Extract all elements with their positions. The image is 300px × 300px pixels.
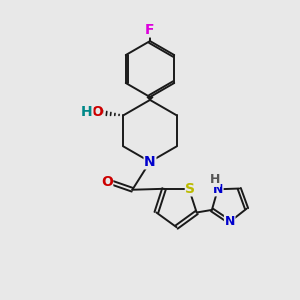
Text: H: H [81, 106, 93, 119]
Text: N: N [213, 183, 223, 196]
Text: O: O [91, 106, 103, 119]
Text: S: S [185, 182, 195, 196]
Text: N: N [144, 155, 156, 169]
Polygon shape [147, 97, 153, 100]
Text: O: O [101, 176, 113, 189]
Text: F: F [145, 23, 155, 37]
Text: N: N [224, 215, 235, 228]
Text: H: H [210, 173, 220, 186]
